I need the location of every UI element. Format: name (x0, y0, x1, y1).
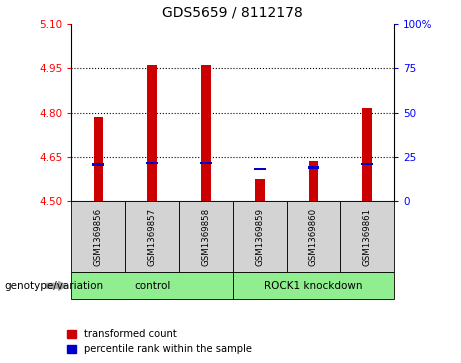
Bar (148, 65, 157, 201)
Bar (309, 160, 318, 201)
Legend: transformed count, percentile rank within the sample: transformed count, percentile rank withi… (67, 329, 252, 354)
Text: GSM1369860: GSM1369860 (309, 208, 318, 266)
Text: GSM1369861: GSM1369861 (363, 208, 372, 266)
Bar (255, 179, 265, 201)
Text: genotype/variation: genotype/variation (5, 281, 104, 291)
Text: ROCK1 knockdown: ROCK1 knockdown (264, 281, 363, 291)
Text: control: control (134, 281, 170, 291)
Bar (92, 163, 104, 166)
Text: GSM1369858: GSM1369858 (201, 208, 210, 266)
Bar (146, 162, 158, 164)
Bar (94, 117, 103, 201)
Bar (361, 163, 373, 165)
Bar (362, 108, 372, 201)
Title: GDS5659 / 8112178: GDS5659 / 8112178 (162, 6, 303, 20)
Bar (200, 162, 212, 164)
Text: GSM1369857: GSM1369857 (148, 208, 157, 266)
Text: GSM1369856: GSM1369856 (94, 208, 103, 266)
Bar (201, 65, 211, 201)
Bar (254, 168, 266, 170)
Bar (307, 167, 319, 169)
Text: GSM1369859: GSM1369859 (255, 208, 264, 266)
